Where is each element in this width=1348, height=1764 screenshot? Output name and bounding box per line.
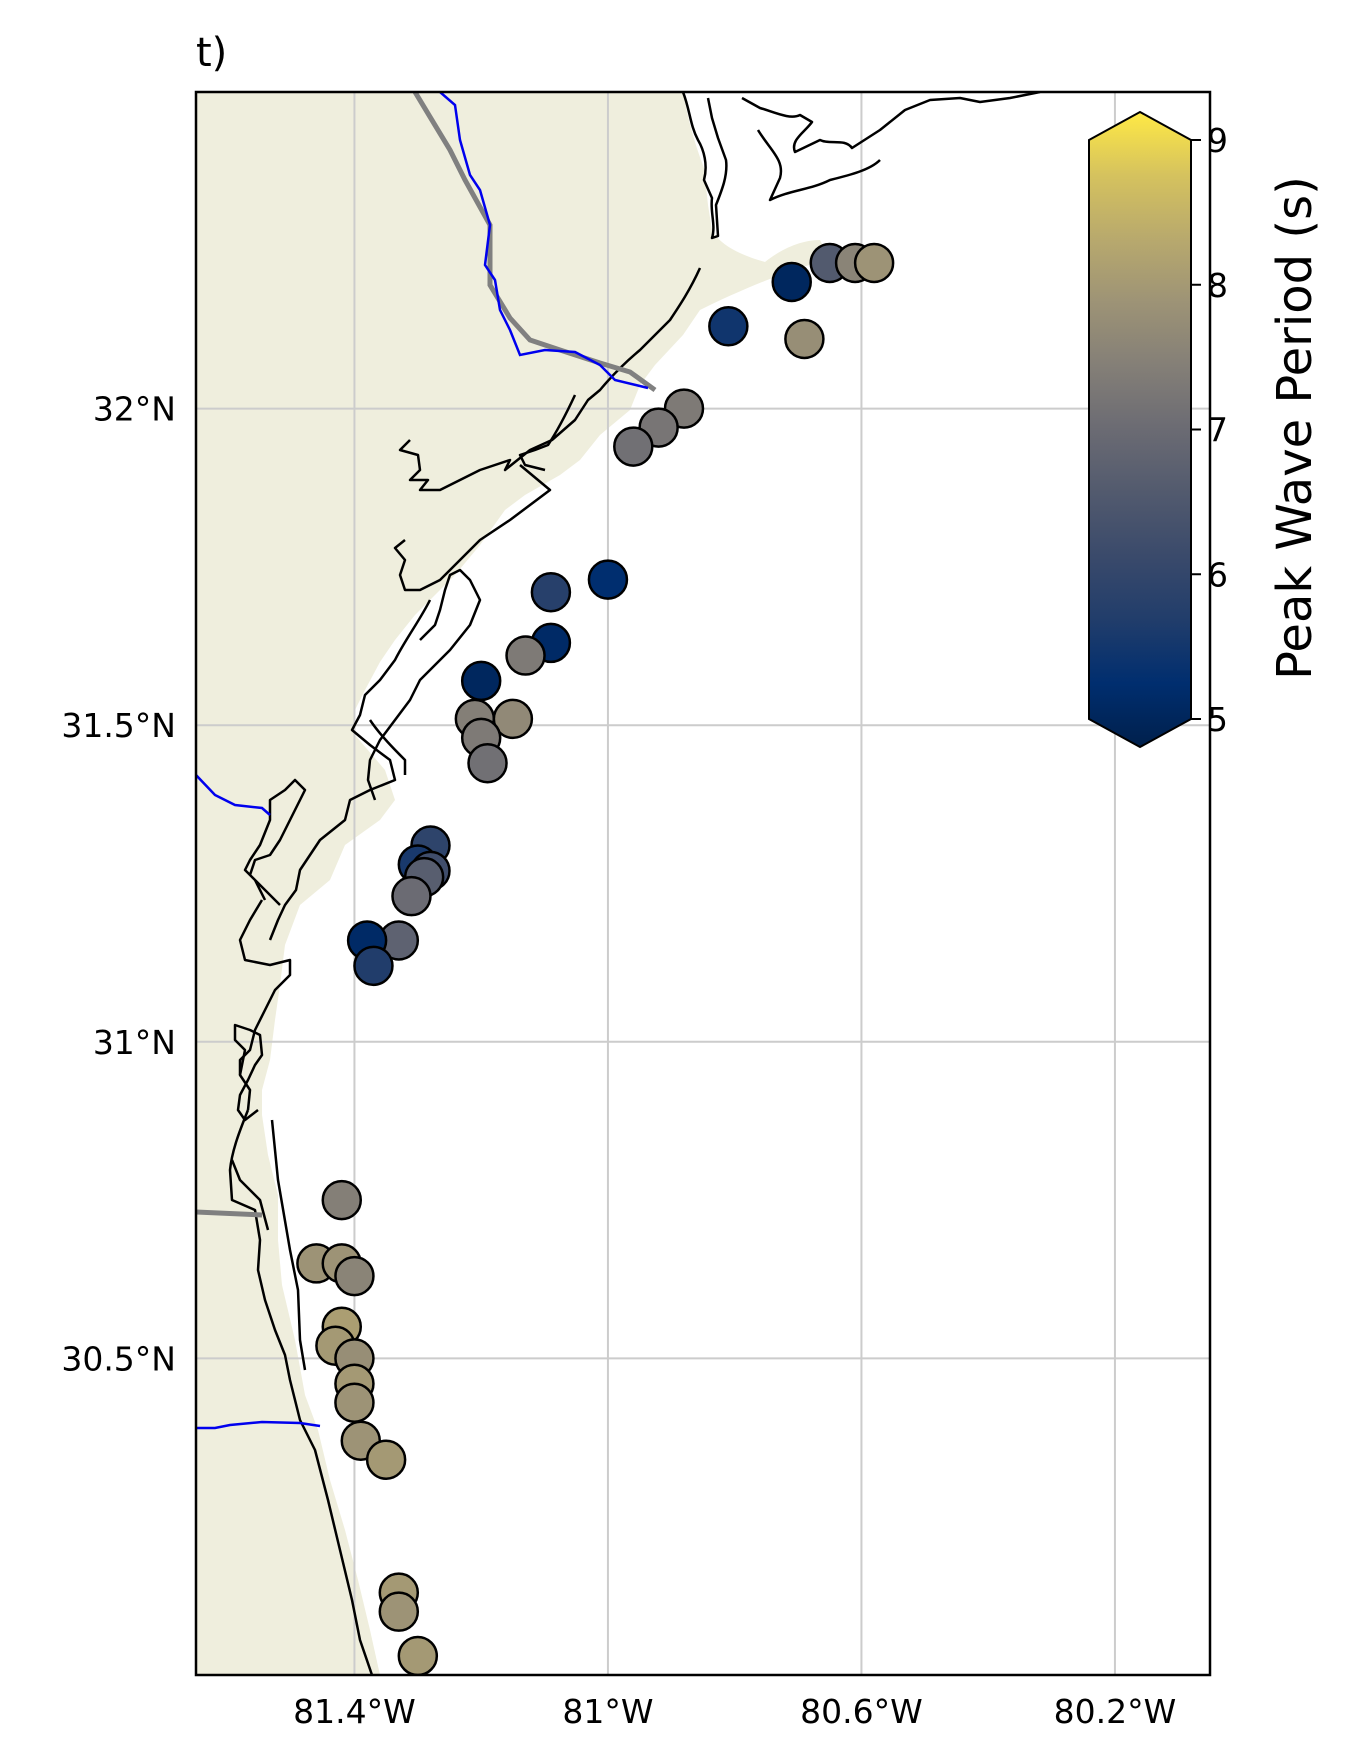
wave-period-point [613, 426, 654, 467]
wave-period-point [321, 1179, 363, 1221]
wave-period-point [334, 1255, 375, 1297]
river-south [196, 1420, 321, 1430]
map-frame [194, 90, 1212, 1677]
wave-period-point [771, 261, 812, 303]
colorbar-ticks: 9 8 7 6 5 [1191, 121, 1228, 739]
wave-period-point [467, 742, 508, 784]
wave-period-point [334, 1382, 375, 1423]
river-central [196, 774, 271, 816]
wave-period-point [530, 571, 572, 613]
lon-tick-label: 80.2°W [1054, 1692, 1177, 1731]
wave-period-point [391, 875, 432, 917]
wave-period-point [708, 306, 749, 347]
colorbar-tick-label: 7 [1207, 411, 1228, 450]
lat-tick-label: 32°N [93, 390, 176, 429]
river-north [439, 92, 649, 390]
colorbar-tick-label: 6 [1207, 555, 1228, 594]
wave-period-point [365, 1439, 407, 1480]
colorbar-tick-label: 5 [1207, 700, 1228, 739]
wave-period-point [505, 635, 546, 676]
state-border-north [412, 92, 657, 393]
colorbar-tick-label: 9 [1207, 121, 1228, 160]
colorbar-body [1089, 112, 1191, 747]
colorbar-title: Peak Wave Period (s) [1267, 176, 1323, 680]
wave-period-point [353, 945, 394, 987]
wave-period-point [492, 698, 534, 740]
wave-period-point [397, 1635, 439, 1675]
coastline [228, 92, 1041, 1675]
state-border-south [196, 1209, 263, 1218]
colorbar-tick-label: 8 [1207, 266, 1228, 305]
wave-period-point [378, 1591, 420, 1632]
lat-tick-label: 30.5°N [61, 1339, 176, 1378]
wave-period-point [460, 660, 502, 702]
lat-tick-label: 31°N [93, 1023, 176, 1062]
colorbar: 9 8 7 6 5 Peak Wave Period (s) [1088, 110, 1323, 749]
map-panel [196, 92, 1210, 1675]
panel-label: t) [196, 30, 227, 76]
lon-tick-label: 81°W [562, 1692, 653, 1731]
map-ticks: 81.4°W 81°W 80.6°W 80.2°W 32°N 31.5°N 31°N 30.5… [61, 390, 1176, 1731]
wave-period-point [784, 318, 825, 360]
scatter-points [296, 242, 895, 1675]
lat-tick-label: 31.5°N [61, 706, 176, 745]
lon-tick-label: 81.4°W [293, 1692, 416, 1731]
lon-tick-label: 80.6°W [800, 1692, 923, 1731]
wave-period-point [853, 242, 895, 284]
wave-period-point [587, 559, 629, 600]
